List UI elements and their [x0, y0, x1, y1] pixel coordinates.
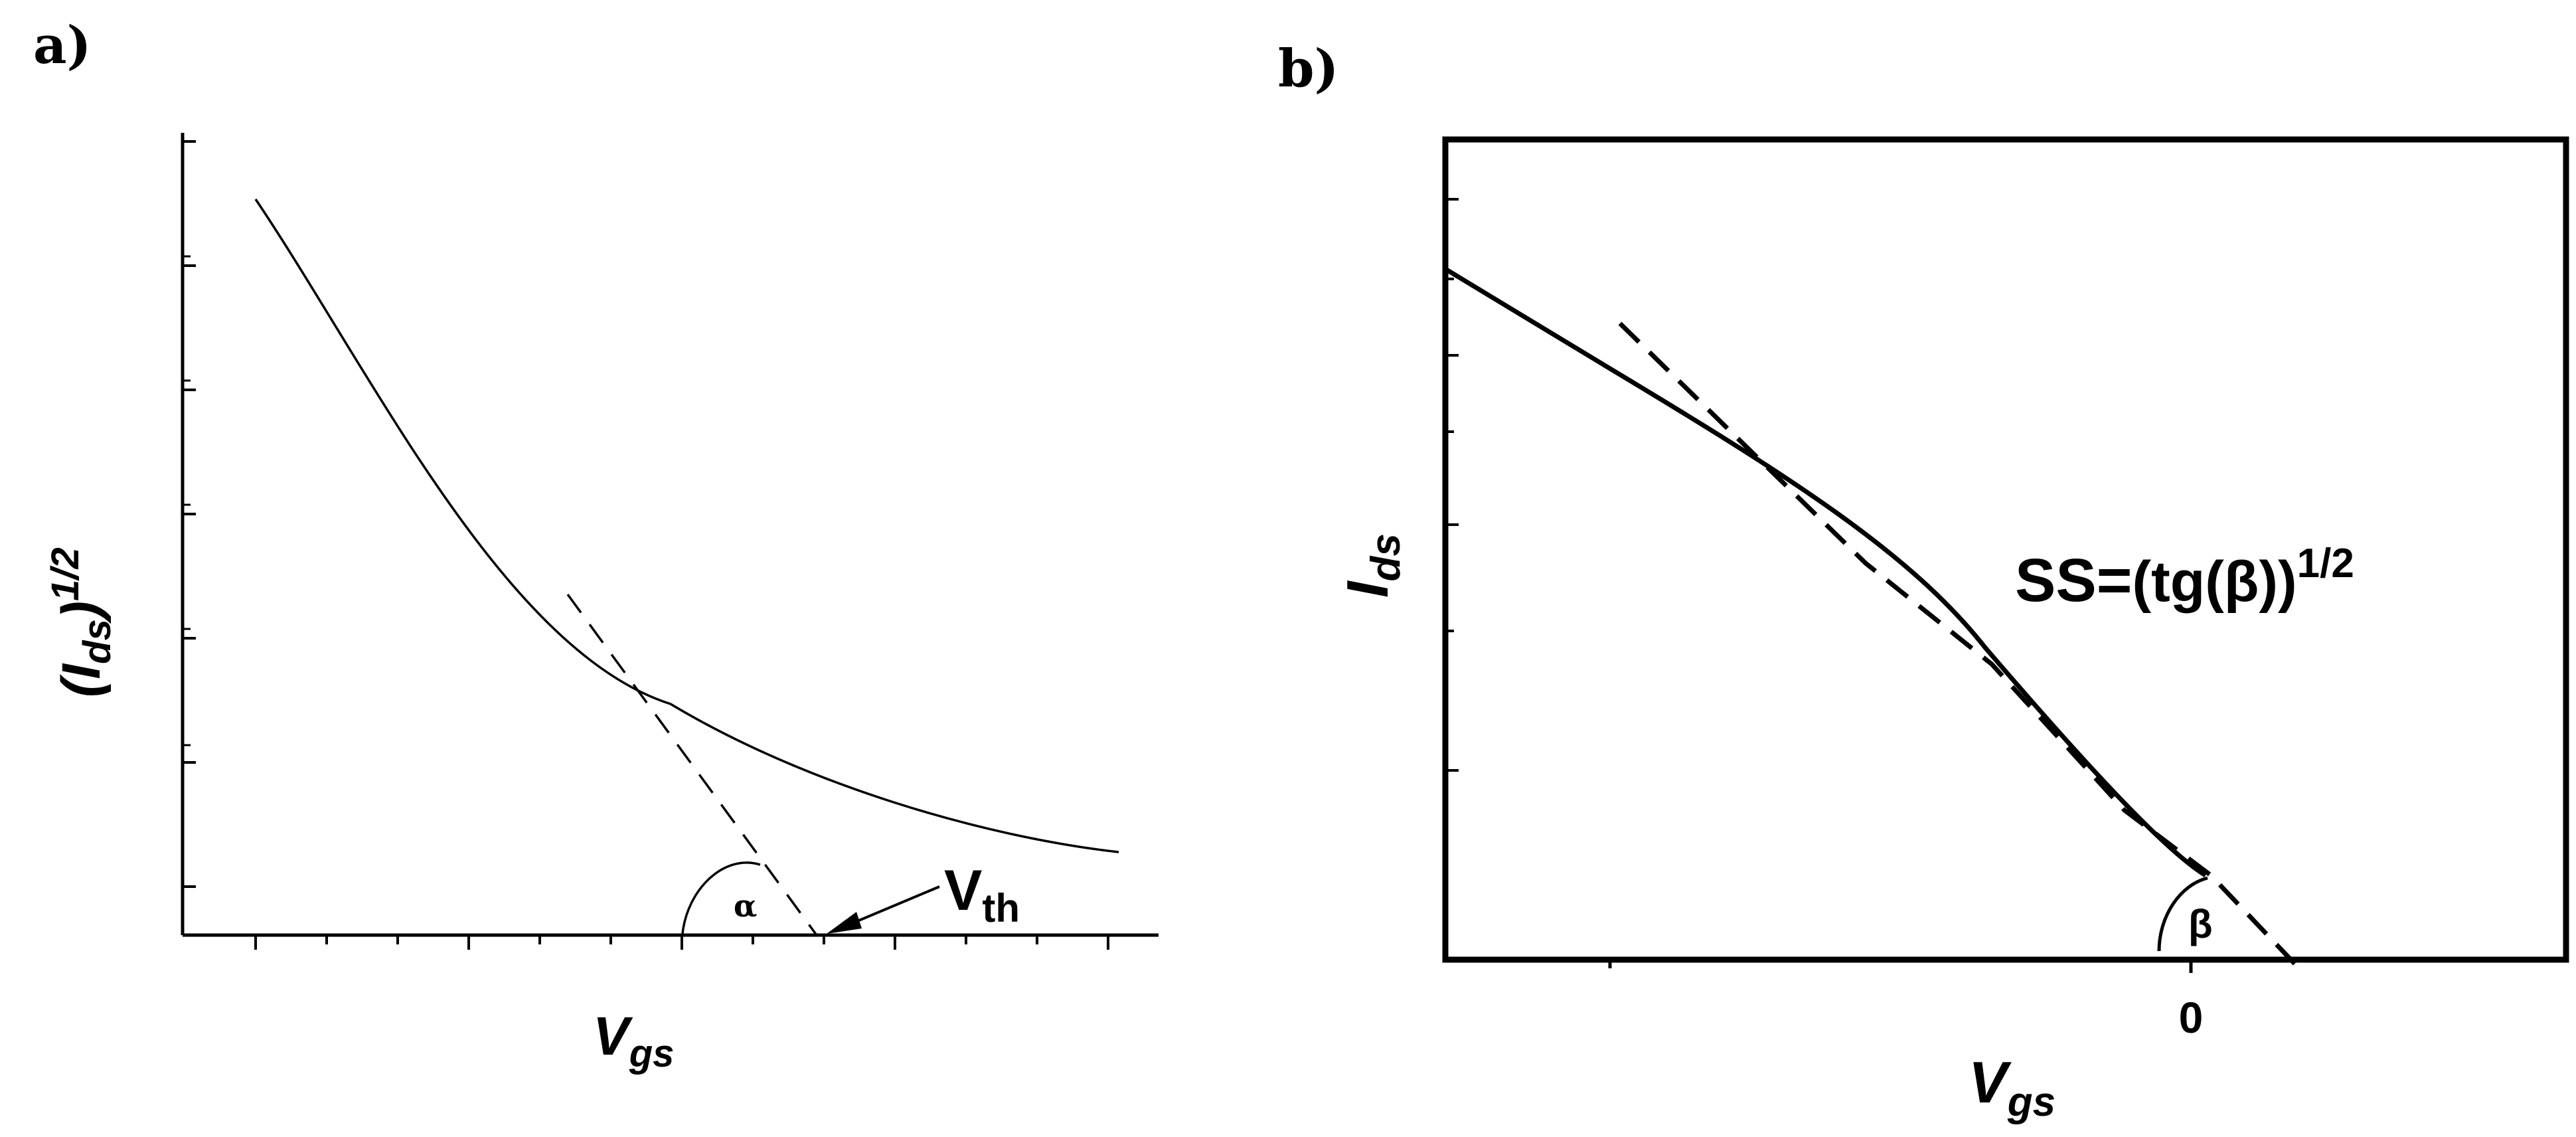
panel-a-chart: α Vth Vgs (Ids)1/2 — [44, 133, 1159, 1075]
svg-text:(Ids)1/2: (Ids)1/2 — [44, 547, 119, 697]
panel-b-beta-arc — [2157, 876, 2208, 952]
panel-a-y-axis-title: (Ids)1/2 — [44, 547, 119, 697]
panel-b-x-tick-label-0: 0 — [2179, 993, 2204, 1042]
panel-b-formula: SS=(tg(β))1/2 — [2015, 541, 2354, 614]
panel-a-alpha-arc — [681, 861, 761, 934]
panel-b-frame — [1442, 136, 2569, 963]
panel-a-x-ticks — [254, 935, 1109, 950]
panel-b-y-ticks — [1445, 198, 1459, 772]
panel-a-vth-label: Vth — [944, 859, 1020, 930]
panel-a-curve — [254, 199, 1119, 853]
panel-b-tangent-dashed — [1618, 321, 2299, 968]
panel-a-vth-arrow-head — [827, 912, 862, 934]
panel-b-label: b) — [1278, 39, 1338, 99]
panel-a-label: a) — [33, 15, 91, 76]
panel-b-beta-symbol: β — [2188, 902, 2213, 946]
svg-text:Ids: Ids — [1334, 533, 1409, 598]
panel-b-curve — [1444, 267, 2207, 877]
panel-a-alpha-symbol: α — [734, 888, 757, 924]
panel-a-x-axis-title: Vgs — [593, 1006, 674, 1075]
panel-a-tangent-dashed — [566, 593, 818, 936]
panel-b-chart: 0 β SS=(tg(β))1/2 Vgs Ids — [1334, 136, 2569, 1125]
panel-b-y-axis-title: Ids — [1334, 533, 1409, 598]
panel-a-y-ticks — [183, 140, 196, 888]
panel-b-x-axis-title: Vgs — [1969, 1049, 2055, 1125]
